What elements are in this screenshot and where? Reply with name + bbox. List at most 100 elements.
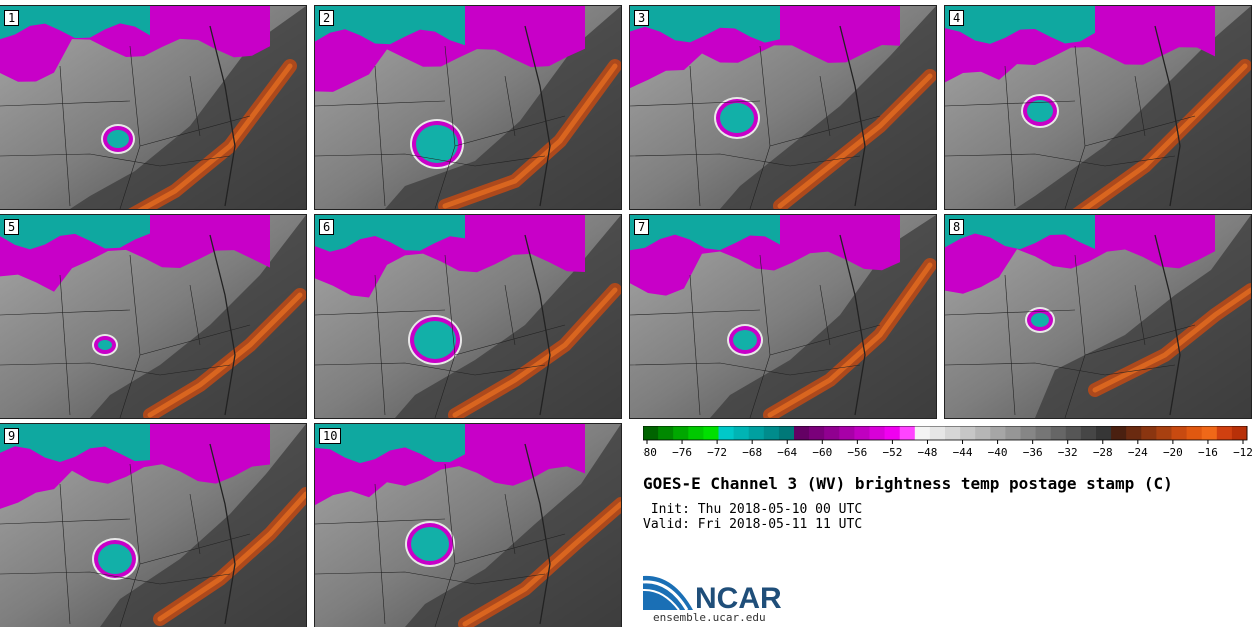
- colorbar-swatch: [1156, 426, 1172, 440]
- colorbar-swatch: [854, 426, 870, 440]
- state-boundary: [1084, 115, 1196, 147]
- warm-band-core: [1080, 63, 1248, 209]
- colorbar-swatch: [1035, 426, 1052, 440]
- state-boundary: [0, 571, 231, 585]
- state-boundary: [59, 274, 71, 416]
- state-boundary: [454, 115, 566, 147]
- state-boundary: [189, 75, 201, 137]
- state-boundary: [630, 309, 761, 316]
- colorbar-swatch: [1005, 426, 1021, 440]
- valid-time: Valid: Fri 2018-05-11 11 UTC: [643, 517, 863, 532]
- state-boundary: [630, 153, 861, 167]
- state-boundary: [945, 153, 1176, 167]
- panel-number: 8: [949, 219, 965, 235]
- warm-band-core: [147, 292, 303, 418]
- dry-air-region: [1035, 215, 1251, 418]
- warm-band-core: [1092, 287, 1251, 393]
- dry-air-region: [70, 6, 306, 209]
- state-boundary: [769, 324, 881, 356]
- dry-air-region: [1015, 6, 1251, 209]
- colorbar-swatch: [748, 426, 765, 440]
- state-boundary: [630, 362, 861, 376]
- panel-number: 9: [4, 428, 20, 444]
- state-boundary: [945, 100, 1076, 107]
- colorbar-swatch: [884, 426, 901, 440]
- ncar-wordmark: NCAR: [695, 582, 782, 614]
- coastline: [209, 234, 236, 416]
- colorbar-tick-label: −28: [1093, 446, 1113, 459]
- very-cold-cloud-tops: [315, 424, 465, 464]
- state-boundary: [315, 100, 446, 107]
- stamp-panel-3: 3: [629, 5, 937, 210]
- colorbar-swatch: [1126, 426, 1142, 440]
- state-boundary: [139, 115, 251, 147]
- colorbar: −80 −76 −72 −68 −64 −60 −56 −52 −48 −44 −40 −36 −32 −…: [643, 426, 1253, 459]
- state-boundary: [315, 362, 546, 376]
- colorbar-swatch: [899, 426, 916, 440]
- colorbar-tick-label: −56: [847, 446, 867, 459]
- colorbar-swatch: [1216, 426, 1233, 440]
- colorbar-swatch: [839, 426, 855, 440]
- state-boundary: [945, 309, 1076, 316]
- colorbar-swatch: [763, 426, 780, 440]
- warm-band-core: [452, 287, 618, 418]
- colorbar-tick-label: −32: [1058, 446, 1078, 459]
- panel-number: 10: [319, 428, 342, 444]
- coastline: [524, 234, 551, 416]
- state-boundary: [819, 75, 831, 137]
- coastline: [524, 443, 551, 625]
- panel-number: 4: [949, 10, 965, 26]
- colorbar-swatch: [718, 426, 735, 440]
- colorbar-tick-label: −16: [1198, 446, 1218, 459]
- colorbar-tick-label: −24: [1128, 446, 1148, 459]
- colorbar-swatch: [975, 426, 991, 440]
- very-cold-cloud-tops: [0, 215, 150, 250]
- stamp-panel-7: 7: [629, 214, 937, 419]
- coastline: [1154, 25, 1181, 207]
- state-boundary: [1134, 284, 1146, 346]
- state-boundary: [504, 493, 516, 555]
- state-boundary: [504, 284, 516, 346]
- state-boundary: [315, 153, 546, 167]
- very-cold-cloud-tops: [0, 424, 150, 462]
- warm-band-core: [157, 491, 306, 622]
- state-boundary: [769, 115, 881, 147]
- stamp-panel-9: 9: [0, 423, 307, 627]
- convective-core: [720, 103, 754, 133]
- colorbar-tick-label: −40: [988, 446, 1008, 459]
- very-cold-cloud-tops: [630, 215, 780, 251]
- colorbar-tick-label: −12: [1233, 446, 1253, 459]
- state-boundary: [0, 518, 131, 525]
- colorbar-swatch: [1171, 426, 1188, 440]
- colorbar-tick-label: −64: [777, 446, 797, 459]
- colorbar-swatch: [945, 426, 961, 440]
- convective-core: [98, 544, 132, 574]
- colorbar-swatch: [914, 426, 931, 440]
- state-boundary: [0, 362, 231, 376]
- state-boundary: [1004, 65, 1016, 207]
- stamp-panel-10: 10: [314, 423, 622, 627]
- colorbar-swatch: [643, 426, 659, 440]
- colorbar-swatch: [1111, 426, 1127, 440]
- warm-band-core: [442, 63, 618, 209]
- panel-number: 1: [4, 10, 20, 26]
- colorbar-tick-label: −44: [953, 446, 973, 459]
- colorbar-swatch: [658, 426, 674, 440]
- convective-core: [1031, 313, 1049, 327]
- colorbar-swatch: [794, 426, 810, 440]
- state-boundary: [374, 274, 386, 416]
- dry-air-region: [405, 424, 621, 627]
- coastline: [839, 234, 866, 416]
- colorbar-swatch: [1141, 426, 1157, 440]
- state-boundary: [315, 309, 446, 316]
- colorbar-tick-label: −20: [1163, 446, 1183, 459]
- very-cold-cloud-tops: [945, 6, 1095, 44]
- dry-air-region: [395, 215, 621, 418]
- colorbar-swatch: [990, 426, 1006, 440]
- ncar-logo: NCAR: [643, 575, 782, 614]
- stamp-panel-2: 2: [314, 5, 622, 210]
- state-boundary: [1084, 324, 1196, 356]
- colorbar-swatch: [869, 426, 886, 440]
- convective-core: [1027, 100, 1053, 122]
- coastline: [839, 25, 866, 207]
